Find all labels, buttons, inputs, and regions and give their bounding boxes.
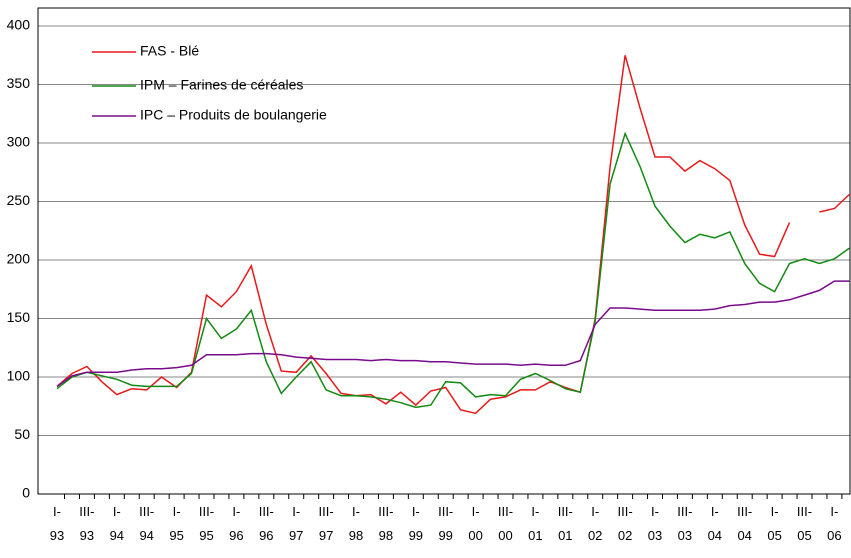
y-tick-label: 200 — [7, 251, 31, 267]
x-tick-label: I- 93 — [49, 504, 65, 543]
data-line — [56, 131, 850, 409]
x-tick-label: III- 04 — [737, 504, 753, 543]
x-tick-label: III- 93 — [79, 504, 95, 543]
legend-label: FAS - Blé — [140, 43, 199, 59]
x-tick-label: I- 95 — [169, 504, 184, 543]
x-tick-label: I- 06 — [827, 504, 842, 543]
x-tick-label: I- 97 — [288, 504, 304, 543]
y-tick-label: 300 — [7, 134, 31, 150]
x-tick-label: I- 05 — [767, 504, 782, 543]
x-tick-label: III- 03 — [677, 504, 693, 543]
x-tick-label: III- 96 — [258, 504, 274, 543]
y-tick-label: 100 — [7, 368, 31, 384]
x-tick-label: I- 02 — [587, 504, 603, 543]
x-tick-label: I- 01 — [528, 504, 543, 543]
x-tick-label: III- 02 — [617, 504, 633, 543]
x-tick-label: I- 98 — [348, 504, 364, 543]
x-tick-label: I- 96 — [229, 504, 244, 543]
x-tick-label: I- 00 — [468, 504, 483, 543]
x-tick-label: III- 05 — [796, 504, 813, 543]
y-tick-label: 350 — [7, 75, 31, 91]
x-tick-label: III- 97 — [318, 504, 334, 543]
x-tick-label: I- 04 — [707, 504, 723, 543]
y-tick-label: 400 — [7, 17, 31, 33]
x-tick-label: III- 00 — [497, 504, 514, 543]
plot-frame — [37, 7, 851, 495]
x-tick-label: III- 01 — [557, 504, 573, 543]
data-line — [56, 280, 850, 388]
x-tick-label: I- 99 — [408, 504, 424, 543]
legend-label: IPC – Produits de boulangerie — [140, 107, 327, 123]
y-tick-label: 50 — [14, 426, 30, 442]
x-tick-label: I- 94 — [109, 504, 125, 543]
x-tick-label: III- 94 — [139, 504, 155, 543]
y-tick-label: 150 — [7, 309, 31, 325]
x-tick-label: III- 98 — [378, 504, 394, 543]
legend-label: IPM – Farines de céréales — [140, 77, 303, 93]
x-tick-label: III- 95 — [198, 504, 215, 543]
y-tick-label: 250 — [7, 192, 31, 208]
y-tick-label: 0 — [22, 485, 30, 501]
x-tick-label: I- 03 — [647, 504, 663, 543]
x-tick-label: III- 99 — [438, 504, 454, 543]
